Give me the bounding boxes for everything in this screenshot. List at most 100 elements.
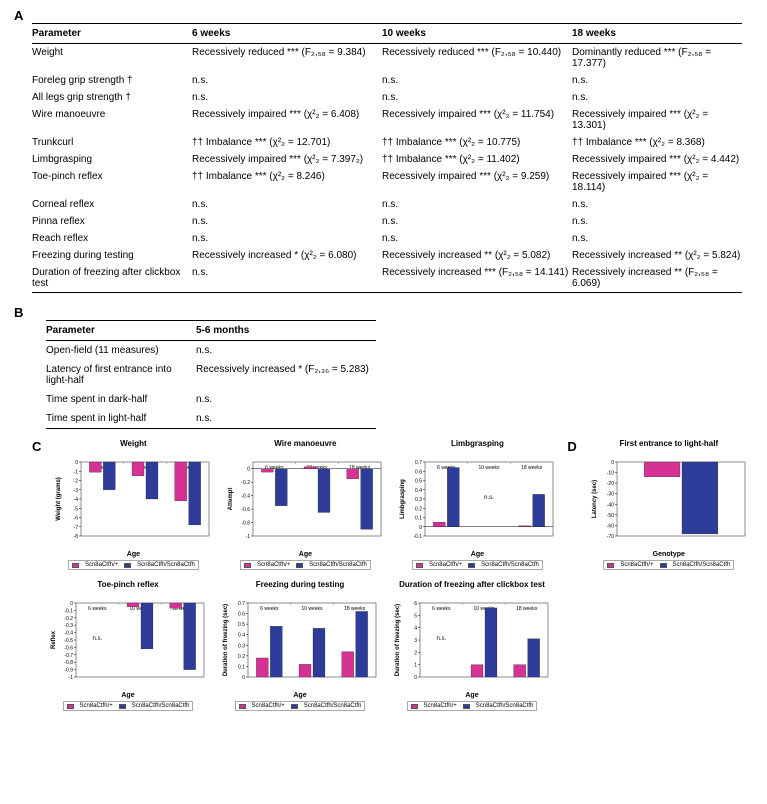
table-b-cell: n.s. [196,394,376,405]
svg-text:-5: -5 [74,506,79,512]
chart-xlabel: Age [465,692,478,699]
tha-parameter: Parameter [32,28,192,39]
table-a-cell: †† Imbalance *** (χ²₂ = 11.402) [382,154,572,165]
svg-text:0.5: 0.5 [415,479,422,485]
thb-5-6m: 5-6 months [196,325,376,336]
svg-text:Latency (sec): Latency (sec) [592,480,598,518]
table-a-header: Parameter 6 weeks 10 weeks 18 weeks [32,23,742,44]
table-a-cell: n.s. [572,233,742,244]
table-a-cell: Recessively impaired *** (χ²₂ = 13.301) [572,109,742,131]
table-a-cell: Weight [32,47,192,69]
svg-text:0.3: 0.3 [238,643,245,649]
table-b-row: Time spent in light-halfn.s. [46,409,376,429]
table-a-cell: Dominantly reduced *** (F₂,₅₈ = 17.377) [572,47,742,69]
chart-title: Limbgrasping [451,439,504,448]
svg-text:3: 3 [414,638,417,644]
table-a-cell: n.s. [572,92,742,103]
table-a-row: All legs grip strength †n.s.n.s.n.s. [32,89,742,106]
svg-text:-2: -2 [74,479,79,485]
table-a-cell: n.s. [382,233,572,244]
svg-text:n.s.: n.s. [485,495,495,501]
table-a-cell: Recessively increased ** (χ²₂ = 5.082) [382,250,572,261]
table-a-cell: Recessively reduced *** (F₂,₅₈ = 9.384) [192,47,382,69]
chart-xlabel: Age [121,692,134,699]
panel-c-label: C [32,439,41,454]
svg-text:-0.2: -0.2 [64,616,73,622]
svg-text:-7: -7 [74,525,79,531]
table-a: Parameter 6 weeks 10 weeks 18 weeks Weig… [32,23,742,293]
chart-legend: Scn8aCtfh/+ Scn8aCtfh/Scn8aCtfh [235,701,366,711]
panel-b-label: B [14,305,23,320]
chart-title: Toe-pinch reflex [97,580,158,589]
svg-text:-4: -4 [74,497,79,503]
chart-xlabel: Age [293,692,306,699]
svg-text:Duration of freezing (sec): Duration of freezing (sec) [395,604,401,676]
table-a-cell: Recessively impaired *** (χ²₂ = 6.408) [192,109,382,131]
table-a-cell: Recessively reduced *** (F₂,₅₈ = 10.440) [382,47,572,69]
table-a-row: Limbgrasping Recessively impaired *** (χ²… [32,151,742,168]
chart-legend: Scn8aCtfh/+ Scn8aCtfh/Scn8aCtfh [407,701,538,711]
table-a-cell: Reach reflex [32,233,192,244]
chart-toe: Toe-pinch reflex -1-0.9-0.8-0.7-0.6-0.5-0… [46,580,210,711]
panel-d-label: D [567,439,576,454]
table-a-row: Toe-pinch reflex†† Imbalance *** (χ²₂ = … [32,168,742,196]
table-a-cell: Recessively impaired *** (χ²₂ = 4.442) [572,154,742,165]
table-a-cell: Limbgrasping [32,154,192,165]
svg-text:Attempt: Attempt [228,488,234,511]
table-a-cell: n.s. [572,199,742,210]
table-a-cell: n.s. [382,75,572,86]
chart-svg: -1-0.8-0.6-0.4-0.20Attempt6 weeks10 week… [225,450,385,550]
tha-10w: 10 weeks [382,28,572,39]
tha-18w: 18 weeks [572,28,742,39]
svg-text:-0.5: -0.5 [64,638,73,644]
svg-text:0.2: 0.2 [238,654,245,660]
svg-text:0.7: 0.7 [238,601,245,607]
chart-freeze: Freezing during testing00.10.20.30.40.50… [218,580,382,711]
table-a-cell: n.s. [192,267,382,289]
table-b-row: Open-field (11 measures)n.s. [46,341,376,360]
svg-text:Reflex: Reflex [51,630,57,649]
table-a-cell: Recessively increased ** (χ²₂ = 5.824) [572,250,742,261]
table-a-cell: n.s. [192,216,382,227]
chart-svg: -1-0.9-0.8-0.7-0.6-0.5-0.4-0.3-0.2-0.10R… [48,591,208,691]
table-b: Parameter 5-6 months Open-field (11 meas… [46,320,376,429]
table-a-cell: Recessively impaired *** (χ²₂ = 9.259) [382,171,572,193]
svg-text:0.3: 0.3 [415,497,422,503]
chart-legend: Scn8aCtfh/+ Scn8aCtfh/Scn8aCtfh [240,560,371,570]
table-b-cell: Time spent in light-half [46,413,196,424]
svg-text:6 weeks: 6 weeks [260,606,279,612]
svg-text:Duration of freezing (sec): Duration of freezing (sec) [223,604,229,676]
table-a-row: Trunkcurl†† Imbalance *** (χ²₂ = 12.701)… [32,134,742,151]
table-a-row: Reach reflexn.s.n.s.n.s. [32,230,742,247]
svg-text:-20: -20 [607,481,614,487]
tha-6w: 6 weeks [192,28,382,39]
table-a-cell: Recessively increased *** (F₂,₅₈ = 14.14… [382,267,572,289]
table-a-cell: n.s. [382,199,572,210]
table-a-cell: Trunkcurl [32,137,192,148]
svg-text:-6: -6 [74,516,79,522]
svg-text:0.4: 0.4 [415,488,422,494]
svg-text:-60: -60 [607,523,614,529]
table-a-row: Wire manoeuvreRecessively impaired *** (… [32,106,742,134]
svg-text:-3: -3 [74,488,79,494]
svg-text:-0.7: -0.7 [64,653,73,659]
svg-text:10 weeks: 10 weeks [479,465,501,471]
svg-text:-8: -8 [74,534,79,540]
table-b-row: Latency of first entrance into light-hal… [46,360,376,390]
panel-a: A Parameter 6 weeks 10 weeks 18 weeks We… [14,8,753,293]
svg-text:-0.4: -0.4 [242,494,251,500]
table-a-cell: n.s. [382,216,572,227]
svg-text:-0.8: -0.8 [64,660,73,666]
svg-text:-0.4: -0.4 [64,631,73,637]
svg-text:0: 0 [242,675,245,681]
svg-text:0.6: 0.6 [238,612,245,618]
svg-text:18 weeks: 18 weeks [344,606,366,612]
table-a-cell: Recessively impaired *** (χ²₂ = 18.114) [572,171,742,193]
table-b-cell: n.s. [196,345,376,356]
chart-xlabel: Age [299,551,312,558]
svg-text:0: 0 [248,467,251,473]
svg-text:2: 2 [414,650,417,656]
svg-text:0.6: 0.6 [415,469,422,475]
svg-text:-0.8: -0.8 [242,521,251,527]
svg-text:0.2: 0.2 [415,506,422,512]
